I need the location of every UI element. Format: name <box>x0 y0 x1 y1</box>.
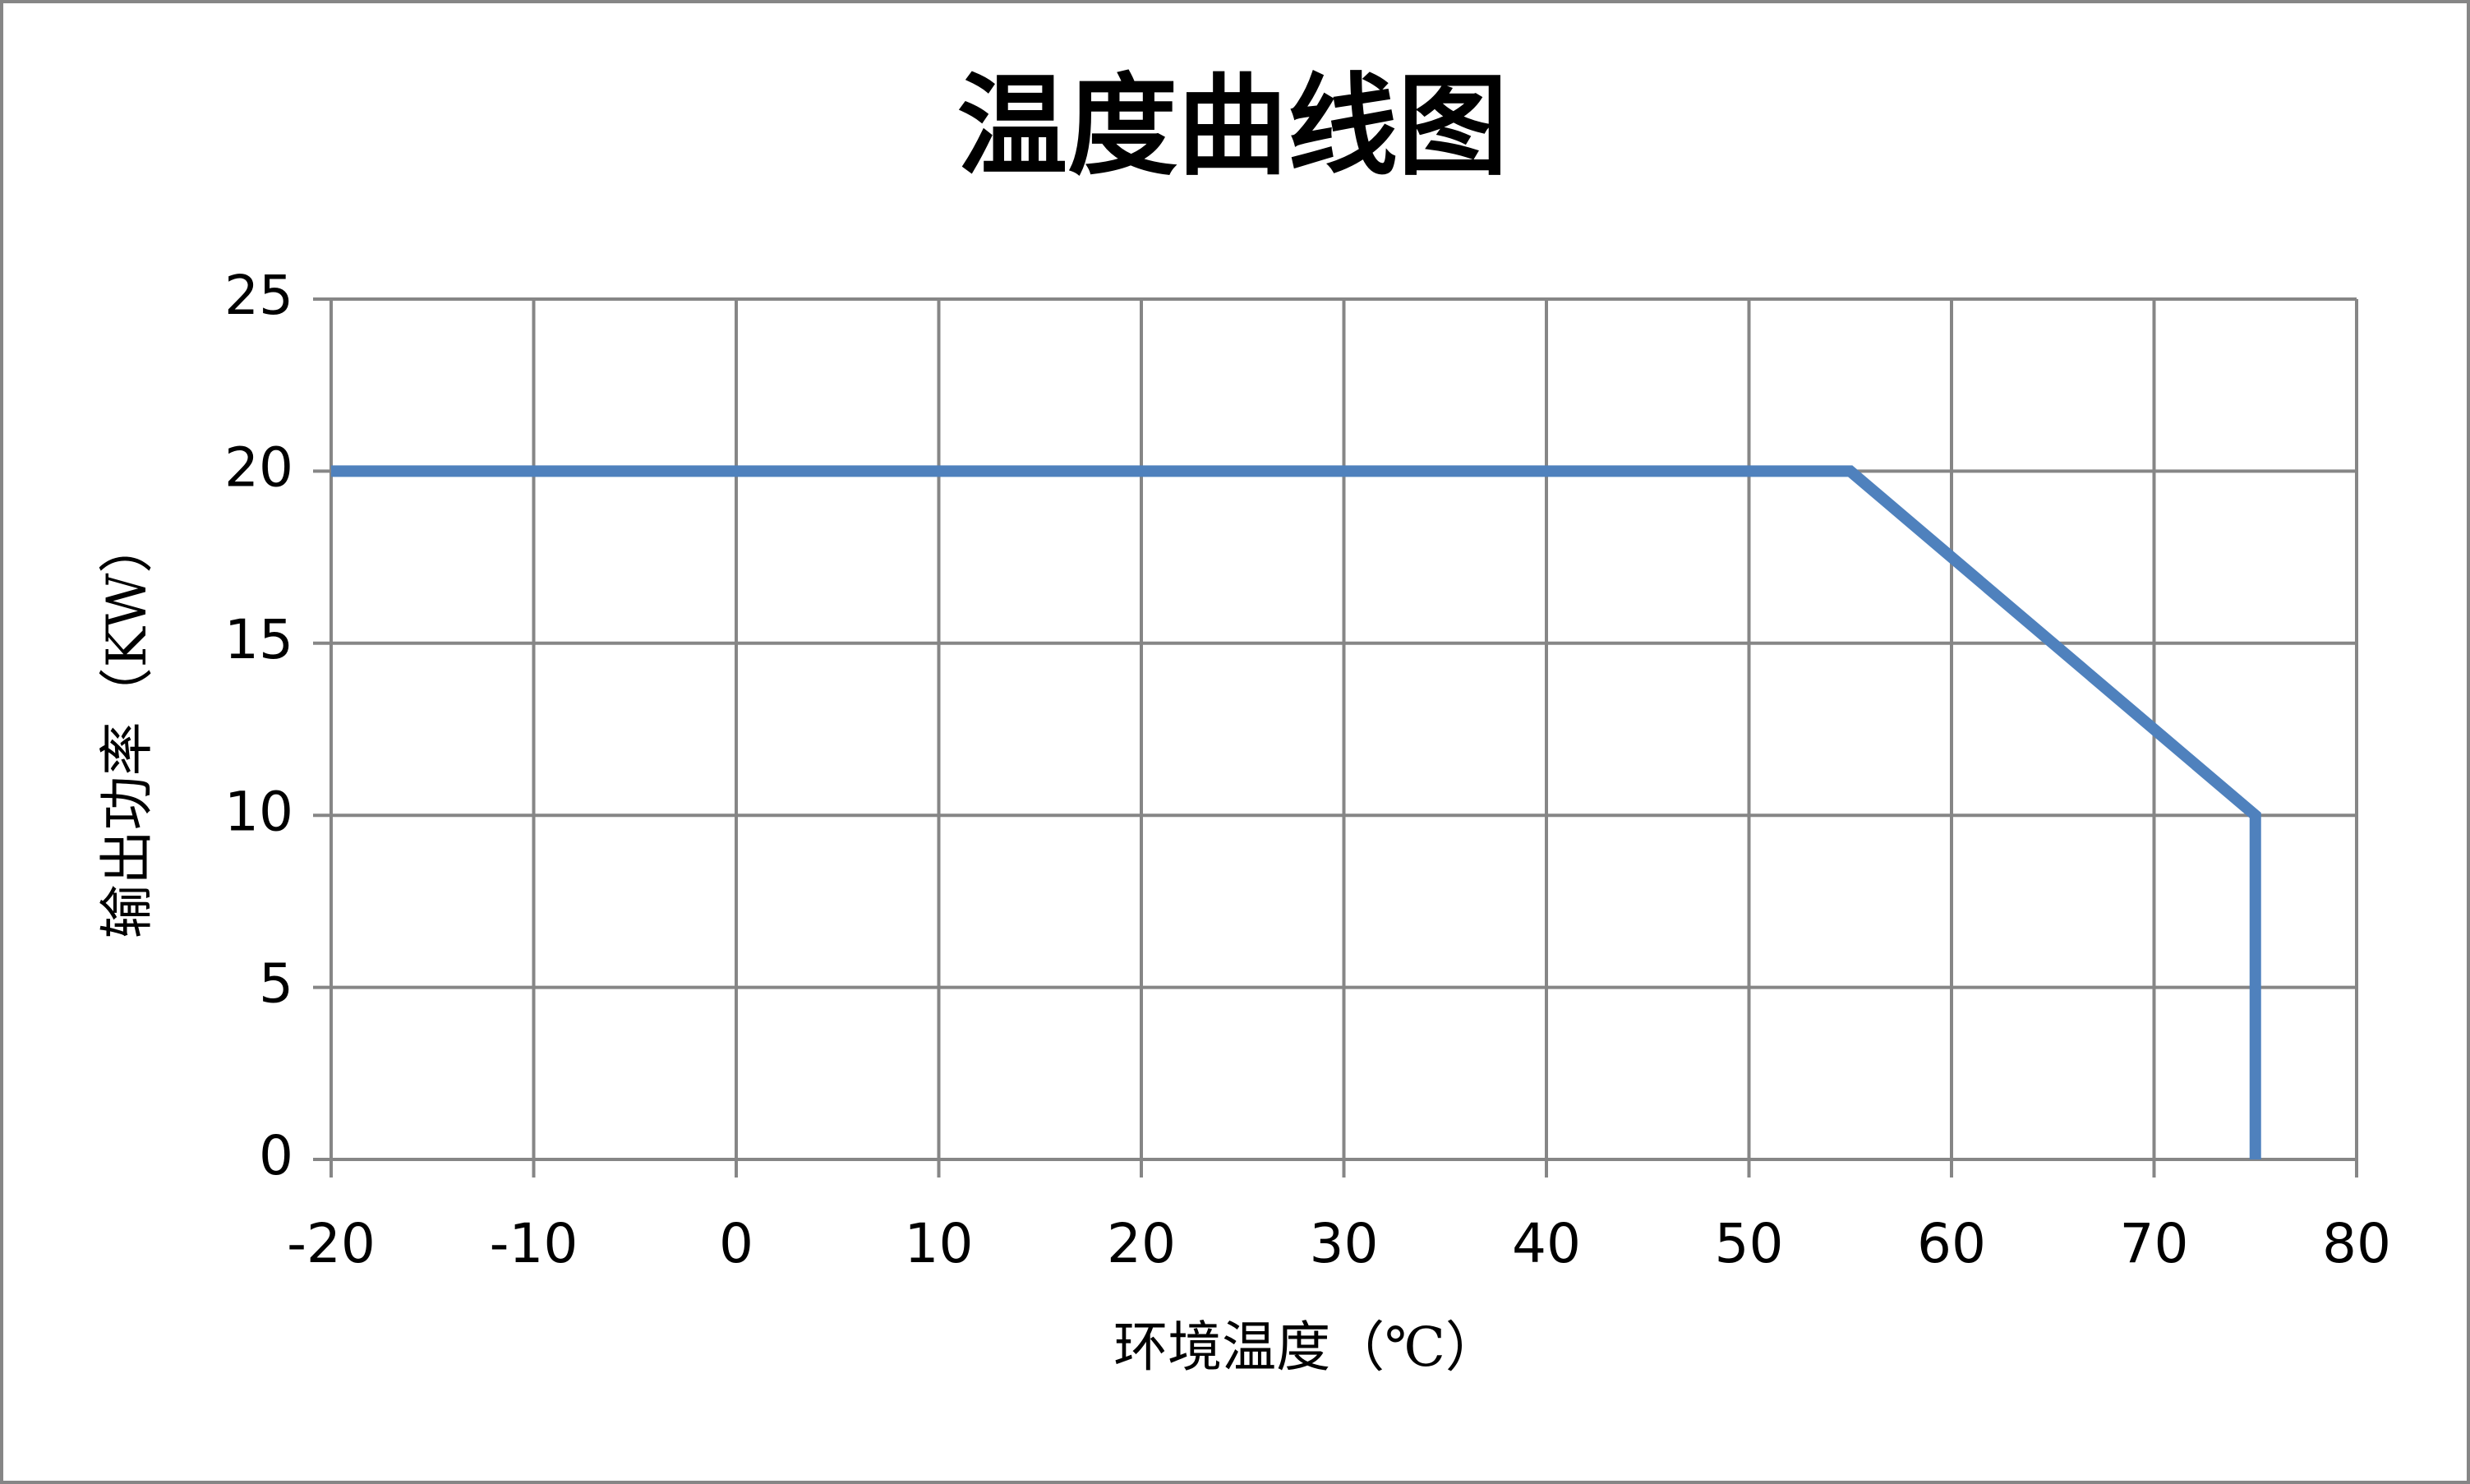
x-tick-label: 10 <box>905 1212 974 1275</box>
y-tick-label: 0 <box>259 1124 293 1187</box>
x-axis-label: 环境温度（℃） <box>1113 1316 1500 1379</box>
y-tick-label: 10 <box>224 780 293 843</box>
x-tick-label: 50 <box>1715 1212 1784 1275</box>
x-tick-label: 80 <box>2322 1212 2391 1275</box>
y-tick-label: 25 <box>224 264 293 327</box>
y-axis-label: 输出功率（KW） <box>95 519 159 939</box>
x-tick-label: 20 <box>1107 1212 1176 1275</box>
x-tick-label: 60 <box>1917 1212 1986 1275</box>
x-tick-label: -20 <box>287 1212 376 1275</box>
y-tick-label: 15 <box>224 608 293 671</box>
chart-title: 温度曲线图 <box>957 61 1508 191</box>
y-tick-label: 5 <box>259 952 293 1016</box>
data-line <box>331 465 2261 1159</box>
x-tick-label: 40 <box>1512 1212 1581 1275</box>
x-tick-label: 0 <box>719 1212 753 1275</box>
y-tick-label: 20 <box>224 436 293 499</box>
x-tick-label: -10 <box>490 1212 578 1275</box>
x-tick-label: 70 <box>2120 1212 2189 1275</box>
x-tick-label: 30 <box>1310 1212 1379 1275</box>
